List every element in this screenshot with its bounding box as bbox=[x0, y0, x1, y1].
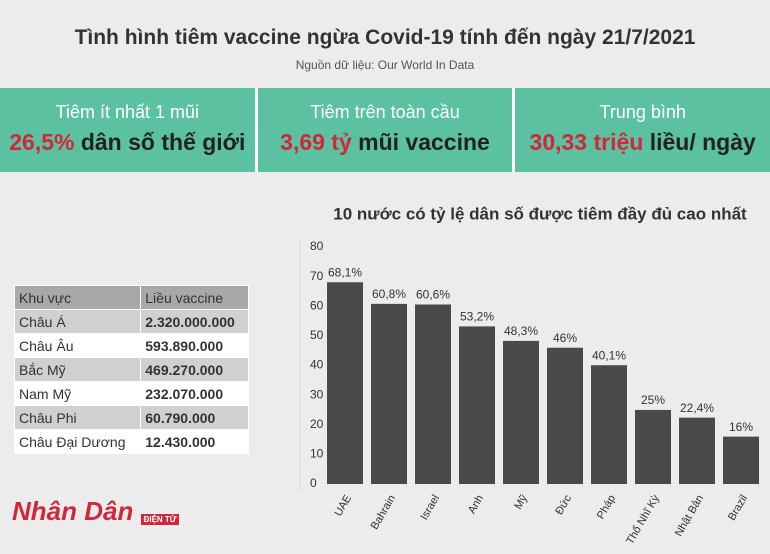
table-cell: Khu vực bbox=[13, 285, 142, 310]
x-tick-label: Đức bbox=[553, 493, 574, 517]
chart: 10 nước có tỷ lệ dân số được tiêm đầy đủ… bbox=[299, 204, 759, 547]
y-tick-label: 60 bbox=[310, 298, 324, 312]
table-row: Châu Á 2.320.000.000 bbox=[13, 309, 249, 334]
value-label: 46% bbox=[553, 331, 577, 345]
table-cell: Châu Phi bbox=[13, 405, 142, 430]
bar bbox=[415, 304, 451, 484]
x-tick-label: UAE bbox=[332, 493, 354, 519]
stat-panel: Tiêm ít nhất 1 mũi 26,5% dân số thế giới bbox=[0, 88, 255, 172]
stat-value: 26,5% dân số thế giới bbox=[0, 129, 255, 156]
table-cell: Châu Âu bbox=[13, 333, 142, 358]
bar bbox=[503, 340, 539, 484]
bar bbox=[635, 409, 671, 484]
source: Nguồn dữ liệu: Our World In Data bbox=[295, 58, 475, 72]
table-cell: Bắc Mỹ bbox=[13, 357, 142, 382]
table-cell: 593.890.000 bbox=[140, 333, 249, 358]
x-tick-label: Israel bbox=[418, 493, 442, 522]
x-tick-label: Mỹ bbox=[512, 493, 530, 512]
y-tick-label: 80 bbox=[310, 239, 324, 253]
table-cell: Nam Mỹ bbox=[13, 381, 142, 406]
bar bbox=[459, 326, 495, 484]
stat-text: mũi vaccine bbox=[358, 129, 490, 155]
bar bbox=[679, 417, 715, 484]
y-tick-label: 50 bbox=[310, 328, 324, 342]
bar bbox=[591, 365, 627, 484]
stat-label: Trung bình bbox=[599, 102, 686, 122]
value-label: 53,2% bbox=[460, 310, 494, 324]
value-label: 16% bbox=[729, 420, 753, 434]
chart-title: 10 nước có tỷ lệ dân số được tiêm đầy đủ… bbox=[333, 204, 747, 223]
table-row: Bắc Mỹ 469.270.000 bbox=[13, 357, 249, 382]
table-row: Châu Phi 60.790.000 bbox=[13, 405, 249, 430]
table-row: Châu Âu 593.890.000 bbox=[13, 333, 249, 358]
stat-text: liều/ ngày bbox=[649, 129, 756, 155]
table-cell: Châu Đại Dương bbox=[13, 429, 142, 454]
stat-value: 30,33 triệu liều/ ngày bbox=[515, 129, 770, 156]
stats-band: Tiêm ít nhất 1 mũi 26,5% dân số thế giới … bbox=[0, 88, 770, 172]
stat-highlight: 26,5% bbox=[9, 129, 75, 155]
y-tick-label: 70 bbox=[310, 269, 324, 283]
bar bbox=[723, 436, 759, 484]
x-tick-label: Pháp bbox=[595, 493, 618, 521]
y-tick-label: 30 bbox=[310, 387, 324, 401]
stat-panel: Tiêm trên toàn cầu 3,69 tỷ mũi vaccine bbox=[257, 88, 513, 172]
stat-highlight: 3,69 tỷ bbox=[280, 129, 352, 155]
x-tick-label: Brazil bbox=[726, 493, 750, 523]
logo-sub: ĐIỆN TỬ bbox=[140, 514, 180, 525]
value-label: 48,3% bbox=[504, 324, 538, 338]
logo: Nhân Dân ĐIỆN TỬ bbox=[12, 496, 180, 527]
y-tick-label: 20 bbox=[310, 417, 324, 431]
y-tick-label: 0 bbox=[310, 476, 317, 490]
logo-name: Nhân Dân bbox=[12, 496, 134, 526]
stat-panel: Trung bình 30,33 triệu liều/ ngày bbox=[515, 88, 770, 172]
value-label: 68,1% bbox=[328, 265, 362, 279]
table-cell: 232.070.000 bbox=[140, 381, 249, 406]
value-label: 60,6% bbox=[416, 288, 450, 302]
bar bbox=[327, 282, 363, 484]
x-tick-label: Thổ Nhĩ Kỳ bbox=[624, 493, 662, 547]
value-label: 40,1% bbox=[592, 348, 626, 362]
table-row: Nam Mỹ 232.070.000 bbox=[13, 381, 249, 406]
stat-label: Tiêm trên toàn cầu bbox=[310, 102, 460, 122]
x-tick-label: Anh bbox=[466, 493, 486, 516]
table-cell: 60.790.000 bbox=[140, 405, 249, 430]
table-cell: 12.430.000 bbox=[140, 429, 249, 454]
stat-value: 3,69 tỷ mũi vaccine bbox=[258, 129, 513, 156]
bar bbox=[371, 303, 407, 484]
y-tick-label: 10 bbox=[310, 447, 324, 461]
y-tick-label: 40 bbox=[310, 358, 324, 372]
value-label: 22,4% bbox=[680, 401, 714, 415]
stat-text: dân số thế giới bbox=[80, 129, 246, 155]
table-cell: 469.270.000 bbox=[140, 357, 249, 382]
stat-label: Tiêm ít nhất 1 mũi bbox=[55, 102, 200, 122]
x-tick-label: Nhật Bản bbox=[673, 493, 706, 539]
bar bbox=[547, 347, 583, 484]
table-cell: Châu Á bbox=[13, 309, 142, 334]
x-tick-label: Bahrain bbox=[369, 493, 398, 532]
table-cell: Liều vaccine bbox=[140, 285, 249, 310]
title: Tình hình tiêm vaccine ngừa Covid-19 tín… bbox=[74, 26, 696, 49]
value-label: 25% bbox=[641, 393, 665, 407]
table-row: Khu vực Liều vaccine bbox=[13, 285, 249, 310]
stat-highlight: 30,33 triệu bbox=[529, 129, 644, 155]
region-table: Khu vực Liều vaccine Châu Á 2.320.000.000 Ch… bbox=[13, 285, 249, 454]
value-label: 60,8% bbox=[372, 287, 406, 301]
table-cell: 2.320.000.000 bbox=[140, 309, 249, 334]
table-row: Châu Đại Dương 12.430.000 bbox=[13, 429, 249, 454]
